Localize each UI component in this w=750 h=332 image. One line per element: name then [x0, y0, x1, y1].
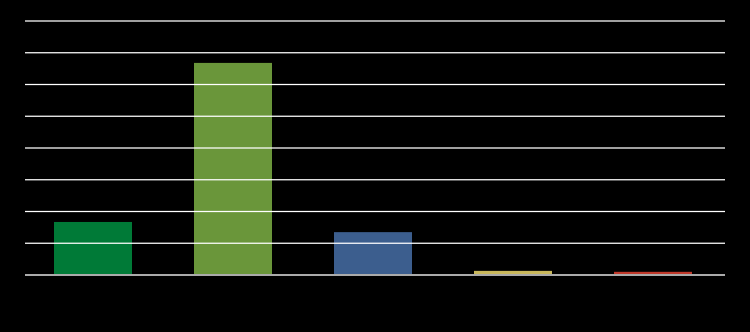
y-tick-label: 7 — [13, 47, 19, 59]
bar — [54, 221, 132, 275]
y-tick-label: 8 — [13, 15, 19, 27]
bar — [194, 62, 272, 275]
bar — [334, 232, 412, 275]
y-tick-label: 6 — [13, 78, 19, 90]
y-tick-label: 3 — [13, 174, 19, 186]
bar — [474, 270, 552, 275]
y-tick-label: 1 — [13, 237, 19, 249]
y-tick-label: 2 — [13, 205, 19, 217]
y-tick-label: 5 — [13, 110, 19, 122]
bar — [614, 271, 692, 275]
y-tick-label: 0 — [13, 269, 19, 281]
y-tick-label: 4 — [13, 142, 19, 154]
